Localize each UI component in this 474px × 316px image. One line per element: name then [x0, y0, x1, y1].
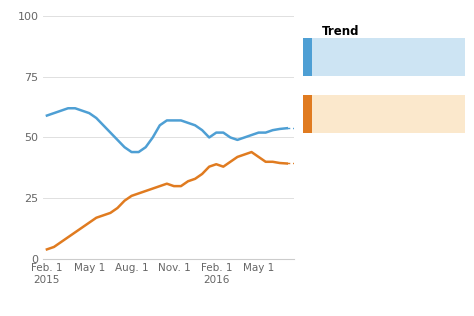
Text: Trend: Trend	[322, 25, 360, 38]
Text: 39.3%: 39.3%	[424, 109, 462, 119]
Text: Clinton: Clinton	[317, 52, 356, 62]
Text: Sanders: Sanders	[317, 109, 362, 119]
Text: 53.8%: 53.8%	[424, 52, 462, 62]
